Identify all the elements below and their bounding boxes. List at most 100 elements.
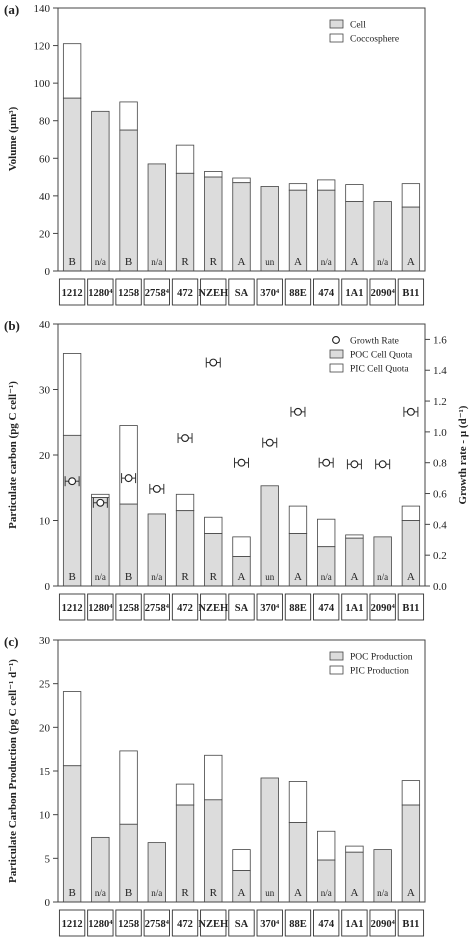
bar-tag: A — [407, 571, 415, 583]
y-tick-label: 20 — [39, 722, 51, 734]
bar-tag: A — [238, 571, 246, 583]
bar-upper — [175, 493, 195, 512]
category-label: 2758⁴ — [145, 288, 170, 299]
bar-tag: A — [407, 256, 415, 268]
category-box — [143, 909, 170, 937]
y-tick-label: 60 — [39, 153, 51, 165]
y-tick-label: 120 — [34, 41, 51, 53]
bar-tag: A — [238, 256, 246, 268]
category-box — [228, 278, 255, 306]
category-label: 1280⁴ — [88, 288, 113, 299]
bar-tag: B — [68, 571, 75, 583]
category-label: 2090⁴ — [371, 603, 396, 614]
category-box — [200, 909, 227, 937]
category-label: 1258 — [118, 919, 139, 930]
growth-point — [406, 407, 415, 416]
category-box — [369, 278, 396, 306]
bar-tag: n/a — [95, 888, 106, 898]
bar-tag: n/a — [321, 572, 332, 582]
category-label: 370⁴ — [260, 288, 280, 299]
bar-lower — [147, 163, 166, 272]
growth-point — [209, 358, 218, 367]
bar-tag: n/a — [377, 572, 388, 582]
bar-upper — [204, 171, 223, 178]
bar-tag: A — [407, 887, 415, 899]
category-label: NZEH — [198, 919, 228, 930]
category-label: 2090⁴ — [371, 919, 396, 930]
bar-upper — [345, 845, 364, 853]
legend-swatch — [329, 19, 344, 29]
y-tick-label: 40 — [39, 319, 51, 331]
category-label: 472 — [177, 603, 193, 614]
category-label: NZEH — [198, 603, 228, 614]
bar-tag: B — [125, 256, 132, 268]
category-label: 474 — [318, 919, 335, 930]
bar-tag: n/a — [151, 888, 162, 898]
category-label: B11 — [402, 288, 419, 299]
category-label: 1258 — [118, 603, 139, 614]
growth-point — [265, 438, 274, 447]
growth-point — [181, 434, 189, 442]
bar-tag: B — [68, 887, 75, 899]
plot-frame — [57, 639, 426, 903]
y2-tick-label: 0.8 — [433, 458, 447, 470]
bar-tag: un — [265, 257, 275, 267]
category-label: 1A1 — [345, 288, 363, 299]
category-box — [171, 593, 199, 621]
y-tick-label: 80 — [39, 116, 51, 128]
legend-swatch — [329, 665, 344, 675]
y-tick-label: 20 — [39, 450, 51, 462]
category-label: 2758⁴ — [145, 919, 170, 930]
bar-upper — [288, 183, 308, 191]
growth-point — [68, 477, 77, 486]
y-tick-label: 0 — [45, 266, 51, 278]
growth-point — [124, 474, 133, 483]
category-box — [115, 278, 142, 306]
category-box — [313, 278, 340, 306]
bar-tag: B — [68, 256, 75, 268]
bar-lower — [62, 434, 82, 587]
category-label: 370⁴ — [260, 603, 280, 614]
category-label: 1212 — [62, 603, 83, 614]
category-label: 474 — [318, 603, 335, 614]
bar-upper — [119, 750, 138, 825]
category-box — [284, 278, 312, 306]
category-label: 2090⁴ — [371, 288, 396, 299]
bar-upper — [91, 493, 110, 498]
category-label: 1A1 — [345, 603, 363, 614]
category-box — [284, 909, 312, 937]
category-box — [284, 593, 312, 621]
bar-upper — [62, 353, 82, 436]
y-tick-label: 140 — [34, 3, 51, 15]
bar-upper — [232, 536, 251, 557]
category-box — [369, 593, 396, 621]
legend-swatch — [329, 349, 344, 359]
growth-point — [152, 484, 161, 493]
category-box — [58, 909, 86, 937]
category-box — [341, 278, 368, 306]
bar-upper — [175, 144, 195, 174]
legend-label: PIC Production — [350, 667, 409, 677]
y-tick-label: 40 — [39, 191, 51, 203]
bar-upper — [401, 183, 421, 208]
bar-lower — [91, 110, 110, 272]
category-label: SA — [235, 919, 249, 930]
bar-upper — [62, 691, 82, 767]
bar-tag: n/a — [95, 257, 106, 267]
bar-tag: n/a — [95, 572, 106, 582]
bar-tag: R — [210, 256, 218, 268]
legend-label: Growth Rate — [350, 337, 399, 347]
bar-upper — [62, 43, 82, 99]
legend-swatch — [329, 363, 344, 373]
bar-tag: R — [181, 571, 189, 583]
legend-swatch — [329, 33, 344, 43]
category-box — [143, 278, 170, 306]
category-box — [200, 593, 227, 621]
growth-point — [378, 460, 387, 469]
bar-upper — [345, 184, 364, 202]
category-label: B11 — [402, 603, 419, 614]
bar-upper — [401, 505, 421, 521]
category-label: 474 — [318, 288, 335, 299]
bar-tag: A — [294, 887, 302, 899]
bar-tag: A — [294, 256, 302, 268]
